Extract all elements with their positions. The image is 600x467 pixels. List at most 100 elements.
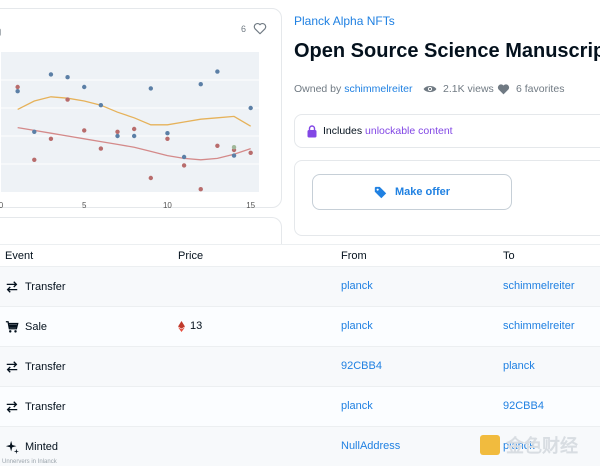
tag-icon [374, 186, 387, 198]
views-count: 2.1K views [423, 83, 494, 95]
ethereum-icon [178, 320, 185, 332]
event-label: Sale [25, 321, 48, 333]
lock-icon [307, 125, 317, 138]
table-header: Event Price From To [0, 244, 600, 266]
transfer-icon [6, 361, 18, 373]
table-row: Sale 13 planck schimmelreiter [0, 306, 600, 346]
from-link[interactable]: planck [341, 400, 373, 412]
scatter-chart: 0 5 10 15 [0, 52, 259, 210]
data-point [215, 143, 220, 148]
header-to: To [503, 250, 515, 262]
to-link[interactable]: schimmelreiter [503, 280, 575, 292]
favorites-label: 6 favorites [516, 83, 565, 95]
event-cell: Transfer [5, 360, 66, 374]
nft-media-card: 6 0 5 10 15 [0, 8, 282, 210]
data-point [48, 72, 54, 77]
data-point [231, 145, 237, 150]
footer-text: Unnervers in Inlanck [2, 459, 57, 465]
data-point [165, 131, 170, 136]
to-link[interactable]: planck [503, 440, 535, 452]
owner-link[interactable]: schimmelreiter [344, 83, 413, 95]
from-link[interactable]: planck [341, 280, 373, 292]
event-cell: Sale [5, 320, 47, 334]
offer-panel: Make offer [294, 160, 600, 236]
favorites-count: 6 favorites [497, 83, 564, 95]
data-point [148, 175, 154, 181]
watermark-logo: 金色财经 [480, 432, 578, 458]
table-row: Transfer planck 92CBB4 [0, 386, 600, 426]
collection-link[interactable]: Planck Alpha NFTs [294, 14, 395, 28]
data-point [48, 136, 54, 141]
from-link[interactable]: NullAddress [341, 440, 401, 452]
x-tick-label: 15 [246, 201, 255, 210]
header-event: Event [5, 250, 34, 262]
unlockable-highlight: unlockable content [365, 125, 453, 137]
heart-outline-icon[interactable] [253, 22, 267, 35]
from-link[interactable]: 92CBB4 [341, 360, 382, 372]
watermark-text: 金色财经 [506, 436, 578, 456]
owned-by-label: Owned by [294, 83, 342, 95]
to-link[interactable]: planck [503, 360, 535, 372]
unlockable-content-banner[interactable]: Includes unlockable content [294, 114, 600, 148]
data-point [32, 157, 37, 162]
data-point [198, 187, 203, 192]
event-cell: Transfer [5, 400, 66, 414]
make-offer-label: Make offer [394, 186, 451, 198]
transfer-icon [6, 401, 18, 413]
unlockable-text: Includes unlockable content [323, 125, 453, 137]
data-point [82, 84, 87, 90]
data-point [32, 129, 37, 134]
data-point [181, 154, 187, 160]
owner-info: Owned by schimmelreiter [294, 83, 412, 95]
sparkle-icon [5, 440, 19, 454]
data-point [198, 82, 203, 87]
x-tick-label: 10 [163, 201, 172, 210]
data-point [248, 105, 253, 111]
event-cell: Transfer [5, 280, 66, 294]
trend-line [17, 96, 252, 127]
views-label: 2.1K views [443, 83, 494, 95]
data-point [15, 89, 20, 94]
data-point [65, 75, 70, 80]
table-row: Minted NullAddress planck [0, 426, 600, 466]
data-point [131, 133, 137, 139]
cart-icon [5, 321, 19, 333]
plot-background [1, 52, 259, 192]
header-from: From [341, 250, 367, 262]
make-offer-button[interactable]: Make offer [312, 174, 512, 210]
unlockable-prefix: Includes [323, 125, 363, 137]
eye-icon [423, 85, 437, 93]
data-point [131, 126, 137, 132]
event-label: Minted [25, 441, 59, 453]
watermark-icon [480, 435, 500, 455]
asset-title: Open Source Science Manuscript [294, 40, 600, 62]
event-label: Transfer [25, 281, 66, 293]
activity-table: Event Price From To Transfer planck schi… [0, 244, 600, 466]
transfer-icon [6, 281, 18, 293]
data-point [165, 136, 170, 141]
favorite-count: 6 [241, 24, 247, 34]
table-row: Transfer 92CBB4 planck [0, 346, 600, 386]
data-point [82, 128, 87, 133]
data-point [115, 133, 120, 139]
data-point [215, 69, 220, 74]
data-point [115, 129, 120, 134]
from-link[interactable]: planck [341, 320, 373, 332]
event-cell: Minted [5, 440, 58, 454]
table-row: Transfer planck schimmelreiter [0, 266, 600, 306]
data-point [248, 150, 253, 155]
to-link[interactable]: 92CBB4 [503, 400, 544, 412]
media-card-lower-panel [0, 217, 282, 247]
event-label: Transfer [25, 401, 66, 413]
price-value: 13 [190, 320, 203, 332]
data-point [98, 146, 104, 151]
data-point [15, 84, 20, 90]
x-tick-label: 0 [0, 201, 4, 210]
to-link[interactable]: schimmelreiter [503, 320, 575, 332]
x-tick-label: 5 [82, 201, 87, 210]
data-point [98, 103, 104, 108]
data-point [65, 97, 70, 102]
data-point [231, 153, 237, 158]
price-cell: 13 [178, 320, 202, 332]
data-point [148, 86, 154, 91]
